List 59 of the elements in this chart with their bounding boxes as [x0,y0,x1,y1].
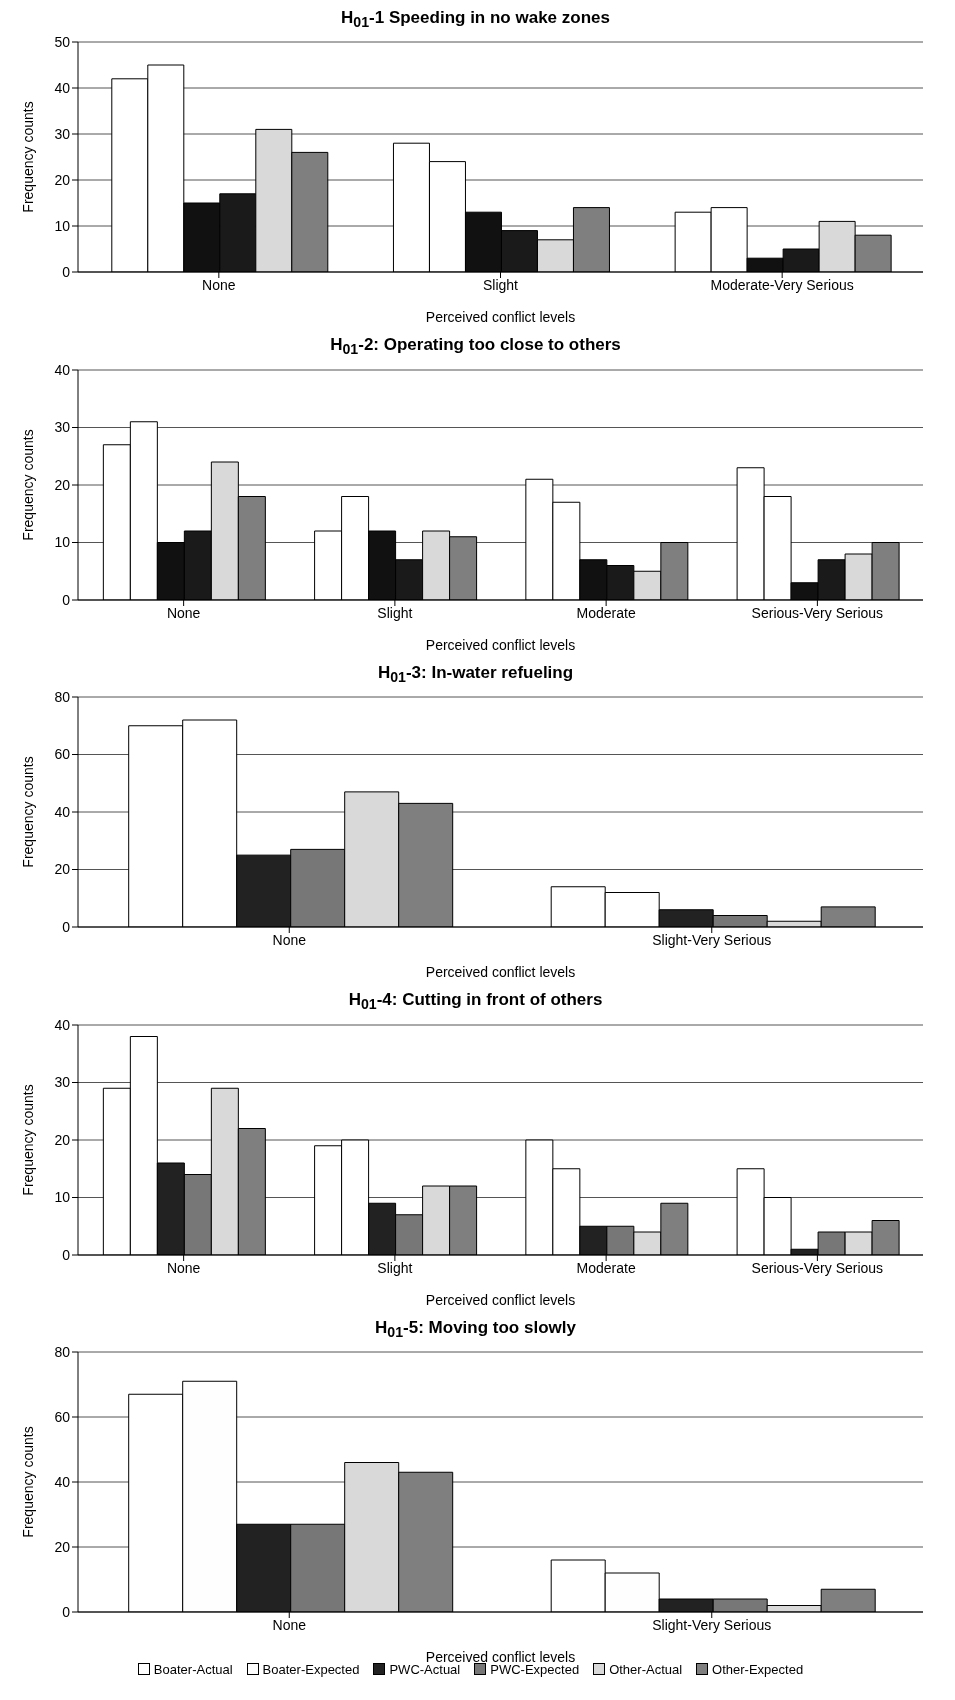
y-tick-label: 20 [54,1538,71,1555]
y-axis-title: Frequency counts [19,1426,36,1538]
x-tick-label: Slight [377,1259,413,1276]
y-tick-label: 10 [54,218,71,235]
x-tick-label: None [166,1259,201,1276]
y-tick-label: 40 [54,1473,71,1490]
y-tick-label: 0 [62,1603,71,1620]
x-axis-title: Perceived conflict levels [425,636,576,653]
x-tick-label: Moderate [576,604,636,621]
x-tick-label: Moderate [576,1259,636,1276]
y-tick-label: 30 [54,126,71,143]
y-axis-title: Frequency counts [19,429,36,541]
legend-label: Other-Actual [609,1661,683,1677]
y-tick-label: 20 [54,1131,71,1148]
chart-title: H$_{01}$-1 Speeding in no wake zones [341,8,610,31]
y-axis-title: Frequency counts [19,101,36,214]
x-tick-label: Slight [377,604,413,621]
chart-title: H$_{01}$-3: In-water refueling [377,662,574,686]
chart-title: H$_{01}$-5: Moving too slowly [375,1317,576,1340]
y-tick-label: 60 [54,746,71,763]
x-tick-label: Serious-Very Serious [751,604,884,621]
y-tick-label: 60 [54,1408,71,1425]
y-tick-label: 0 [62,1246,71,1263]
y-tick-label: 0 [62,919,71,936]
legend-label: Other-Expected [712,1661,804,1677]
x-tick-label: Serious-Very Serious [751,1259,884,1276]
y-axis-title: Frequency counts [19,1083,36,1196]
x-axis-title: Perceived conflict levels [425,309,576,326]
y-tick-label: 10 [54,534,71,551]
legend-label: Boater-Actual [153,1661,233,1677]
chart-title: H$_{01}$-4: Cutting in front of others [348,990,603,1013]
y-tick-label: 30 [54,419,71,436]
y-tick-label: 50 [54,34,71,51]
y-tick-label: 20 [54,861,71,878]
y-tick-label: 40 [54,804,71,821]
x-tick-label: Slight-Very Serious [652,1616,772,1633]
y-tick-label: 20 [54,172,71,189]
x-axis-title: Perceived conflict levels [425,964,576,981]
x-tick-label: None [166,604,201,621]
y-tick-label: 30 [54,1074,71,1091]
y-tick-label: 40 [54,361,71,378]
y-axis-title: Frequency counts [19,756,36,868]
y-tick-label: 40 [54,80,71,97]
y-tick-label: 0 [62,264,71,281]
x-tick-label: Slight [482,277,519,294]
y-tick-label: 20 [54,476,71,493]
x-tick-label: Slight-Very Serious [652,932,772,949]
y-tick-label: 10 [54,1189,71,1206]
y-tick-label: 80 [54,1343,71,1360]
y-tick-label: 80 [54,689,71,706]
y-tick-label: 0 [62,591,71,608]
x-axis-title: Perceived conflict levels [425,1291,576,1308]
chart-title: H$_{01}$-2: Operating too close to others [330,335,621,358]
x-tick-label: None [272,1616,307,1633]
x-tick-label: None [202,277,236,294]
y-tick-label: 40 [54,1016,71,1033]
x-tick-label: Moderate-Very Serious [710,277,854,294]
legend-label: Boater-Expected [262,1661,360,1677]
x-tick-label: None [272,932,307,949]
